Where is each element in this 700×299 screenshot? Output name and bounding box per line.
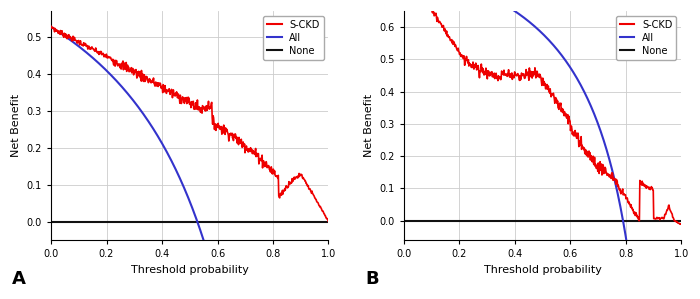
- Y-axis label: Net Benefit: Net Benefit: [11, 94, 21, 157]
- Text: A: A: [12, 270, 26, 288]
- Legend: S-CKD, All, None: S-CKD, All, None: [263, 16, 323, 60]
- Legend: S-CKD, All, None: S-CKD, All, None: [616, 16, 676, 60]
- X-axis label: Threshold probability: Threshold probability: [484, 265, 601, 274]
- Y-axis label: Net Benefit: Net Benefit: [364, 94, 374, 157]
- Text: B: B: [365, 270, 379, 288]
- X-axis label: Threshold probability: Threshold probability: [131, 265, 248, 274]
